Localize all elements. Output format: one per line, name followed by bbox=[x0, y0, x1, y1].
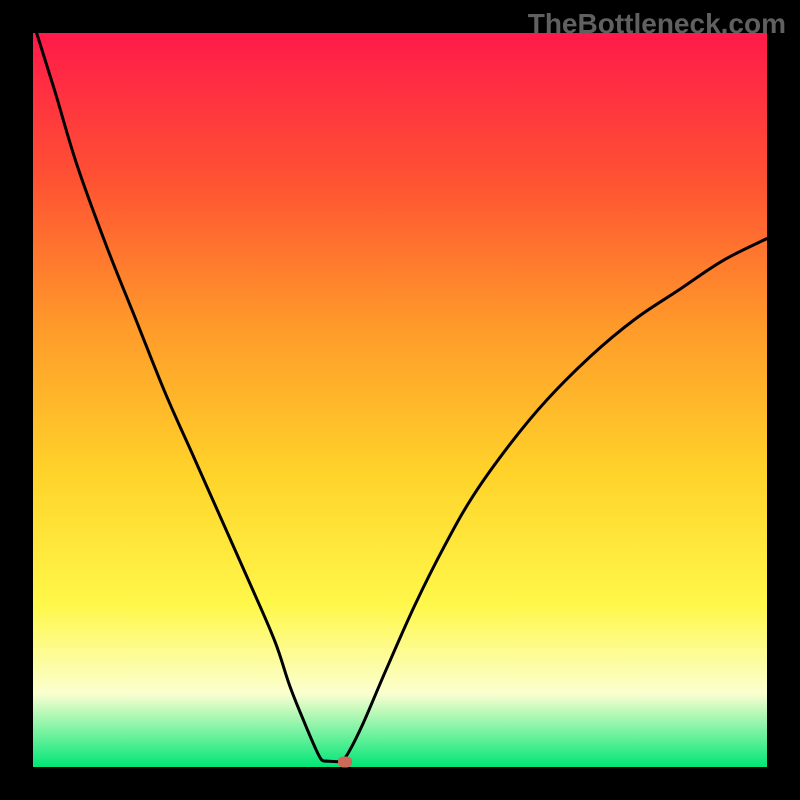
watermark-text: TheBottleneck.com bbox=[528, 8, 786, 40]
curve-svg bbox=[33, 33, 767, 767]
curve-right-path bbox=[341, 239, 767, 762]
chart-plot-area bbox=[33, 33, 767, 767]
minimum-marker bbox=[338, 756, 352, 767]
curve-left-path bbox=[37, 33, 327, 761]
